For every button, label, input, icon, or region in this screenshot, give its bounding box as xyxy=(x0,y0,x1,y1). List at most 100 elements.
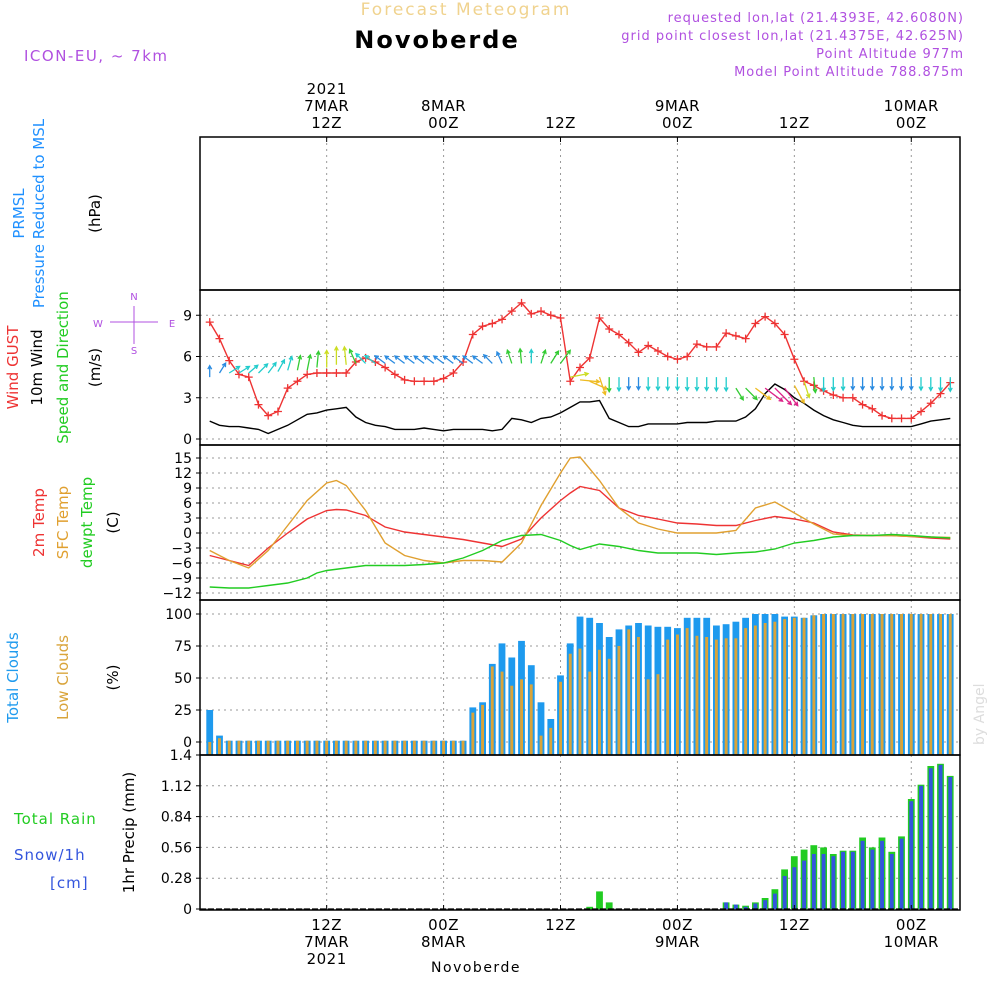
gust-marker xyxy=(303,370,312,379)
clouds-tick-label: 50 xyxy=(174,671,192,687)
cloud-low-bar xyxy=(442,740,445,755)
gust-marker xyxy=(790,355,799,364)
bottom-time-label: 10MAR xyxy=(884,933,939,951)
gust-marker xyxy=(283,384,292,393)
cloud-low-bar xyxy=(890,614,894,755)
gust-marker xyxy=(605,325,614,333)
wind-arrow xyxy=(550,349,560,364)
cloud-low-bar xyxy=(861,614,864,755)
wind-arrow xyxy=(704,377,710,392)
gust-marker xyxy=(907,414,916,423)
wind-arrow xyxy=(277,358,286,372)
cloud-low-bar xyxy=(831,614,835,755)
compass-n: N xyxy=(130,292,137,303)
top-time-label: 8MAR xyxy=(421,97,466,115)
cloud-low-bar xyxy=(822,614,825,755)
cloud-low-bar xyxy=(325,740,329,755)
cloud-low-bar xyxy=(334,740,338,755)
cloud-low-bar xyxy=(257,740,260,755)
bottom-time-label: 12Z xyxy=(311,916,342,934)
bottom-time-label: 00Z xyxy=(896,916,927,934)
cloud-low-bar xyxy=(412,740,416,755)
snow-bar xyxy=(811,854,816,909)
wind-arrow xyxy=(918,377,924,392)
wind-arrow xyxy=(860,377,866,392)
wind-arrow xyxy=(267,361,277,374)
temp-frame xyxy=(199,444,961,601)
gust-marker xyxy=(673,355,682,364)
gust-marker xyxy=(293,377,302,386)
snow-bar xyxy=(753,903,758,909)
wind-arrow xyxy=(315,349,321,368)
temp-tick-label: −12 xyxy=(162,586,192,602)
wind-arrow xyxy=(755,387,772,401)
wind-arrow xyxy=(496,350,503,364)
wind-arrow xyxy=(462,355,474,364)
cloud-low-bar xyxy=(461,740,465,755)
snow-bar xyxy=(919,785,923,909)
pressure-ylabel: Pressure Reduced to MSL xyxy=(30,118,48,308)
gust-marker xyxy=(858,400,867,409)
gust-marker xyxy=(595,314,604,322)
gust-marker xyxy=(468,330,477,339)
gust-marker xyxy=(702,342,711,351)
cloud-total-bar xyxy=(537,702,545,755)
precip-tick-label: 0.28 xyxy=(161,871,192,887)
wind-tick-label: 0 xyxy=(183,432,192,448)
gust-marker xyxy=(887,414,896,423)
gust-marker xyxy=(917,407,926,416)
cloud-total-bar xyxy=(206,710,214,755)
gust-marker xyxy=(829,391,838,399)
clouds-ylabel: Total Clouds xyxy=(4,632,22,724)
wind-ylabel: Speed and Direction xyxy=(54,291,72,444)
wind-arrow xyxy=(333,345,339,365)
cloud-low-bar xyxy=(432,740,436,755)
wind-arrow xyxy=(432,355,444,364)
wind-arrow xyxy=(306,353,313,371)
cloud-low-bar xyxy=(266,740,270,755)
wind-tick-label: 6 xyxy=(183,350,192,366)
wind-arrow xyxy=(238,365,251,374)
cloud-low-bar xyxy=(598,649,601,755)
cloud-low-bar xyxy=(705,637,709,755)
gust-marker xyxy=(225,356,234,365)
snow-bar xyxy=(880,840,884,909)
cloud-low-bar xyxy=(354,740,358,755)
clouds-tick-label: 100 xyxy=(165,607,192,623)
cloud-low-bar xyxy=(939,614,942,755)
cloud-low-bar xyxy=(656,674,660,755)
wind-tick-label: 9 xyxy=(183,308,192,324)
cloud-low-bar xyxy=(627,629,631,755)
cloud-low-bar xyxy=(481,704,484,755)
top-time-label: 12Z xyxy=(779,114,810,132)
wind-arrow xyxy=(645,377,651,392)
snow-bar xyxy=(743,906,748,909)
cloud-low-bar xyxy=(744,628,748,755)
cloud-low-bar xyxy=(500,671,504,755)
gust-marker xyxy=(498,315,507,324)
snow-bar xyxy=(792,867,797,909)
wind-arrow xyxy=(745,387,758,401)
cloud-low-bar xyxy=(792,617,796,755)
model-label: ICON-EU, ~ 7km xyxy=(24,47,169,65)
clouds-tick-label: 0 xyxy=(183,735,192,751)
data-layer xyxy=(200,298,960,910)
wind-arrow xyxy=(830,377,836,392)
gust-marker xyxy=(205,318,214,327)
gust-marker xyxy=(420,377,429,386)
rain-bar xyxy=(586,906,594,909)
gust-marker xyxy=(381,363,390,372)
gust-marker xyxy=(644,341,653,350)
wind-arrow xyxy=(348,348,357,364)
precip-ylabel: 1hr Precip (mm) xyxy=(120,772,138,893)
cloud-low-bar xyxy=(919,614,923,755)
wind-arrow xyxy=(452,355,464,364)
wind-arrow xyxy=(793,385,805,404)
cloud-low-bar xyxy=(208,742,212,755)
temp-tick-label: −6 xyxy=(171,556,192,572)
cloud-low-bar xyxy=(773,621,777,755)
bottom-time-label: 12Z xyxy=(779,916,810,934)
cloud-low-bar xyxy=(568,653,572,755)
gust-marker xyxy=(527,309,536,318)
